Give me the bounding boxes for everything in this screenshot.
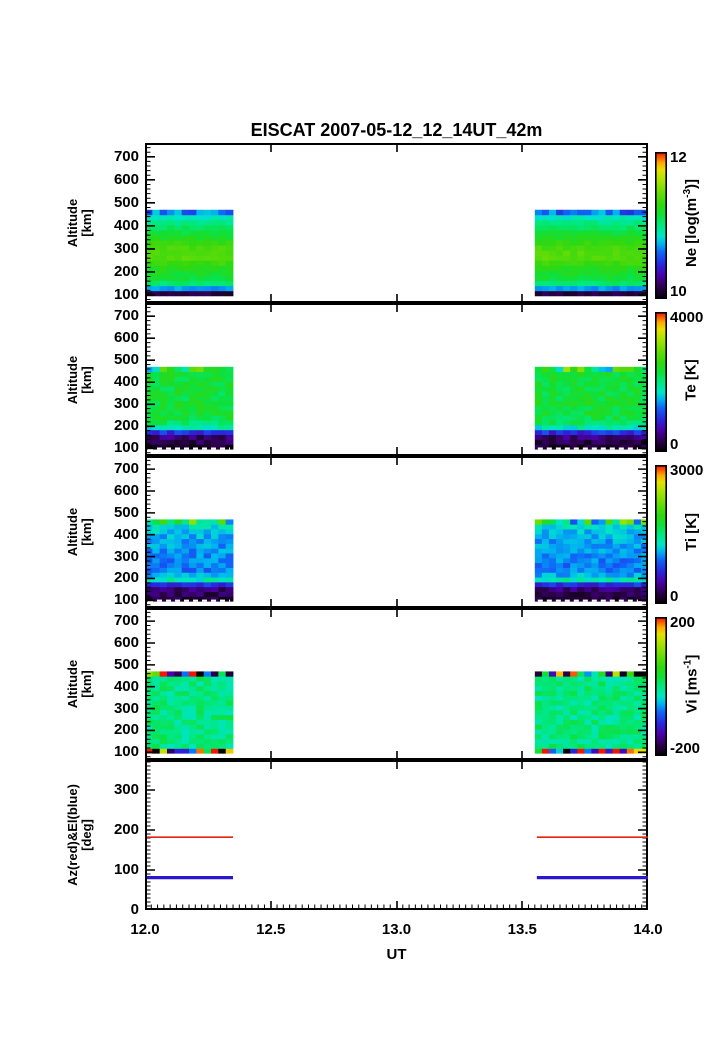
axis-title-line: [km] [78, 209, 94, 237]
colorbar-title-text: )] [683, 178, 701, 189]
axis-title-line: [deg] [79, 819, 94, 851]
y-tick-label: 300 [113, 699, 139, 717]
ti-colorbar-max-label: 3000 [670, 462, 704, 479]
y-tick-label: 500 [113, 655, 139, 673]
az-el-plot [145, 760, 648, 910]
ne-colorbar-title: Ne [log(m-3)] [676, 143, 706, 303]
te-colorbar-min-label: 0 [670, 436, 679, 453]
y-tick-label: 400 [113, 216, 139, 234]
axis-title-line: Altitude [64, 507, 80, 557]
y-tick-label: 500 [113, 503, 139, 521]
y-tick-label: 600 [113, 170, 139, 188]
colorbar-title-text: Ne [log(m [683, 197, 701, 268]
y-tick-label: 100 [113, 285, 139, 303]
y-tick-label: 700 [113, 612, 139, 630]
y-tick-label: 400 [113, 373, 139, 391]
y-tick-label: 700 [113, 460, 139, 478]
axis-title-line: Az(red)&El(blue) [65, 784, 80, 886]
ti-heatmap [145, 456, 648, 608]
y-tick-label: 100 [113, 439, 139, 457]
axis-title-line: Altitude [64, 659, 80, 709]
y-tick-label: 0 [130, 901, 139, 918]
ti-colorbar [655, 465, 667, 604]
axis-title-line: Altitude [64, 198, 80, 248]
y-tick-label: 700 [113, 307, 139, 325]
colorbar-title-text: Te [K] [683, 358, 701, 401]
axis-title-line: Altitude [64, 355, 80, 404]
axis-title-line: [km] [78, 670, 94, 698]
x-tick-label: 12.0 [130, 921, 160, 938]
ti-colorbar-min-label: 0 [670, 588, 679, 605]
y-tick-label: 200 [113, 821, 139, 838]
y-tick-label: 300 [113, 781, 139, 798]
x-tick-label: 12.5 [256, 921, 286, 938]
y-tick-label: 700 [113, 147, 139, 165]
x-tick-label: 13.0 [381, 921, 412, 938]
te-colorbar [655, 312, 667, 452]
colorbar-title-sup: -1 [682, 659, 693, 669]
y-tick-label: 400 [113, 525, 139, 543]
y-tick-label: 300 [113, 547, 139, 565]
vi-heatmap [145, 608, 648, 760]
y-tick-label: 400 [113, 677, 139, 695]
y-tick-label: 600 [113, 481, 139, 499]
colorbar-title-sup: -3 [682, 188, 694, 198]
y-tick-label: 300 [113, 395, 139, 413]
x-tick-label: 14.0 [633, 921, 663, 938]
y-tick-label: 200 [113, 569, 139, 587]
colorbar-title-text: Vi [ms [683, 668, 700, 714]
y-tick-label: 100 [113, 861, 139, 878]
x-axis-title: UT [386, 946, 407, 963]
figure-title: EISCAT 2007-05-12_12_14UT_42m [250, 120, 543, 140]
y-tick-label: 300 [113, 239, 139, 257]
vi-colorbar-max-label: 200 [670, 614, 696, 631]
x-tick-label: 13.5 [507, 921, 537, 938]
te-colorbar-max-label: 4000 [670, 309, 704, 326]
y-tick-label: 100 [113, 743, 139, 761]
y-tick-label: 600 [113, 329, 139, 347]
vi-colorbar-min-label: -200 [670, 740, 701, 757]
y-tick-label: 500 [113, 193, 139, 211]
ne-colorbar-max-label: 12 [670, 149, 687, 166]
vi-colorbar [655, 617, 667, 756]
y-tick-label: 100 [113, 591, 139, 609]
te-heatmap [145, 303, 648, 456]
y-tick-label: 500 [113, 351, 139, 369]
y-tick-label: 200 [113, 417, 139, 435]
axis-title-line: [km] [78, 365, 94, 394]
colorbar-title-text: ] [683, 654, 700, 660]
axis-title-line: [km] [78, 518, 94, 546]
y-tick-label: 200 [113, 721, 139, 739]
y-tick-label: 600 [113, 633, 139, 651]
ne-colorbar-min-label: 10 [670, 283, 687, 300]
ne-heatmap [145, 143, 648, 303]
colorbar-title-text: Ti [K] [683, 512, 700, 552]
y-tick-label: 200 [113, 262, 139, 280]
ne-colorbar [655, 152, 667, 299]
